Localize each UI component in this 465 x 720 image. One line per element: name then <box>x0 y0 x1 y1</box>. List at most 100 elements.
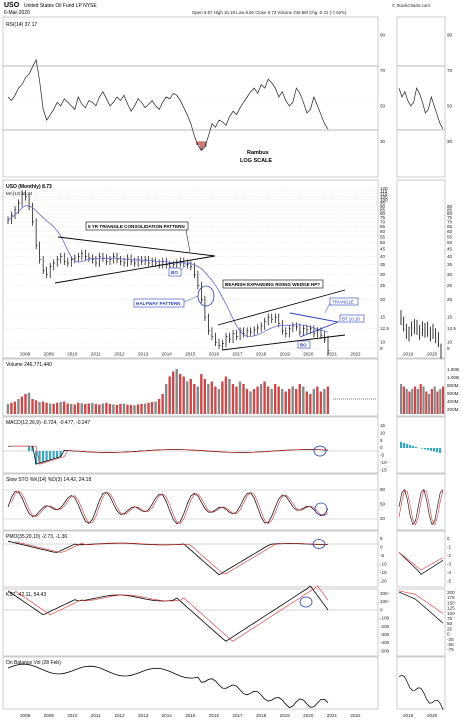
price-panel: USO (Monthly) 8.73 MA(12) 11.34 91012.51… <box>2 179 456 359</box>
chart-header: USO United States Oil Fund LP NYSE 6-Mar… <box>4 2 430 16</box>
wedge-annotation-box <box>222 279 324 289</box>
volume-side-bar <box>433 386 436 414</box>
macd-side-bar <box>406 444 409 448</box>
volume-bar <box>288 389 291 414</box>
price-side-y-tick-label: 30 <box>447 272 453 277</box>
volume-bar <box>266 386 270 414</box>
volume-tick-label: 1.60B <box>447 367 459 372</box>
volume-tick-label: 1.00B <box>447 375 459 380</box>
volume-bar <box>91 403 94 414</box>
volume-bar <box>13 401 17 414</box>
sto-title: Slow STO %K(14) %D(3) 14.42, 24.18 <box>6 477 91 483</box>
volume-bar <box>302 386 305 414</box>
price-x-tick-label: 2019 <box>280 352 291 357</box>
pmo-line <box>7 540 329 576</box>
pmo-main-frame <box>2 530 379 588</box>
price-side-y-tick-label: 20 <box>447 297 453 302</box>
volume-side-bar <box>400 384 403 414</box>
bottom-x-axis: 2008 2009 2010 2011 2012 2013 2014 2015 2016 2017… <box>20 713 438 718</box>
macd-side-bar <box>439 448 442 453</box>
bottom-x-tick-label: 2013 <box>138 713 149 718</box>
macd-panel: MACD(12,26,9) -0.724, -0.477, -0.247 151… <box>2 416 446 474</box>
volume-side-bar <box>405 389 408 414</box>
macd-line <box>8 445 329 465</box>
macd-tick-label: -10 <box>380 460 387 465</box>
ma-legend: MA(12) 11.34 <box>6 191 33 196</box>
macd-hist-bar <box>52 451 55 459</box>
macd-hist-bar <box>48 451 52 460</box>
bottom-x-tick-label: 2010 <box>67 713 78 718</box>
volume-bar <box>77 402 80 414</box>
sto-axis: 80 50 20 <box>380 487 386 521</box>
macd-side-frame <box>396 416 446 474</box>
volume-bar <box>270 389 273 414</box>
price-side-y-tick-label: 85 <box>447 207 453 212</box>
volume-bar <box>147 402 150 414</box>
bottom-side-x-tick-label: 2020 <box>427 713 438 718</box>
price-x-tick-label: 2014 <box>162 352 173 357</box>
volume-side-bar <box>422 386 425 414</box>
bt-label: BT 10.18 <box>342 317 360 322</box>
halfway-box <box>133 298 185 308</box>
kst-title: KST -42.11, 54.43 <box>6 592 46 598</box>
bottom-x-tick-label: 2014 <box>162 713 173 718</box>
price-y-tick-label: 115 <box>380 189 388 194</box>
kst-tick-label: 0 <box>380 607 383 612</box>
price-y-tick-label: 75 <box>380 215 386 220</box>
price-side-y-tick-label: 10 <box>447 340 453 345</box>
volume-bar <box>273 384 277 414</box>
log-scale-label: LOG SCALE <box>240 158 272 164</box>
price-side-y-tick-label: 12.5 <box>447 326 456 331</box>
price-x-tick-label: 2020 <box>303 352 314 357</box>
price-x-tick-label: 2017 <box>232 352 243 357</box>
halfway-circle <box>197 285 215 307</box>
volume-side-bar <box>402 386 405 414</box>
volume-bar <box>182 376 185 414</box>
volume-bar <box>119 404 122 414</box>
price-x-tick-label: 2010 <box>67 352 78 357</box>
volume-bar <box>203 379 207 414</box>
bottom-x-tick-label: 2012 <box>114 713 125 718</box>
price-side-y-tick-label: 25 <box>447 283 453 288</box>
macd-hist-bar <box>27 446 31 451</box>
volume-bar <box>80 403 83 414</box>
volume-side-bar <box>416 389 419 414</box>
volume-bar <box>143 403 147 414</box>
kst-side-tick-label: 125 <box>447 606 455 611</box>
kst-tick-label: -500 <box>380 648 390 653</box>
volume-tick-label: 800M <box>447 383 459 388</box>
volume-bar <box>20 396 24 414</box>
macd-side-bar <box>433 448 436 452</box>
bo2-box <box>297 340 311 349</box>
volume-bar <box>94 404 98 414</box>
volume-bar <box>98 404 101 414</box>
volume-bar <box>69 404 73 414</box>
kst-side-tick-label: 200 <box>447 590 455 595</box>
volume-bar <box>62 401 66 414</box>
price-x-tick-label: 2013 <box>138 352 149 357</box>
volume-bar <box>24 394 27 414</box>
volume-bar <box>168 376 171 414</box>
volume-bar <box>319 391 323 414</box>
kst-side-line <box>398 591 444 624</box>
kst-side-tick-label: 50 <box>447 621 453 626</box>
bottom-x-tick-label: 2017 <box>232 713 243 718</box>
price-y-tick-label: 120 <box>380 186 388 191</box>
volume-side-bar <box>414 386 417 414</box>
macd-side-bar <box>421 448 424 449</box>
volume-bar <box>45 402 48 414</box>
volume-bars <box>6 369 330 414</box>
macd-tick-label: 0 <box>380 445 383 450</box>
kst-tick-label: -200 <box>380 624 390 629</box>
small-triangle-lines <box>289 312 340 338</box>
macd-side-bar <box>400 442 403 448</box>
triangle2-pointer <box>324 302 331 314</box>
kst-side-tick-label: -75 <box>447 647 454 652</box>
price-y-tick-label: 55 <box>380 234 386 239</box>
obv-side-frame <box>396 656 446 710</box>
wedge-annotation: BEARISH EXPANDING RISING WEDGE HP? <box>225 282 320 287</box>
brand: © StockCharts.com <box>392 3 430 8</box>
kst-side-tick-label: 0 <box>447 632 450 637</box>
obv-panel: On Balance Vol (28 Feb) 2008 2009 2010 2011… <box>2 656 446 718</box>
volume-side-frame <box>396 358 446 417</box>
